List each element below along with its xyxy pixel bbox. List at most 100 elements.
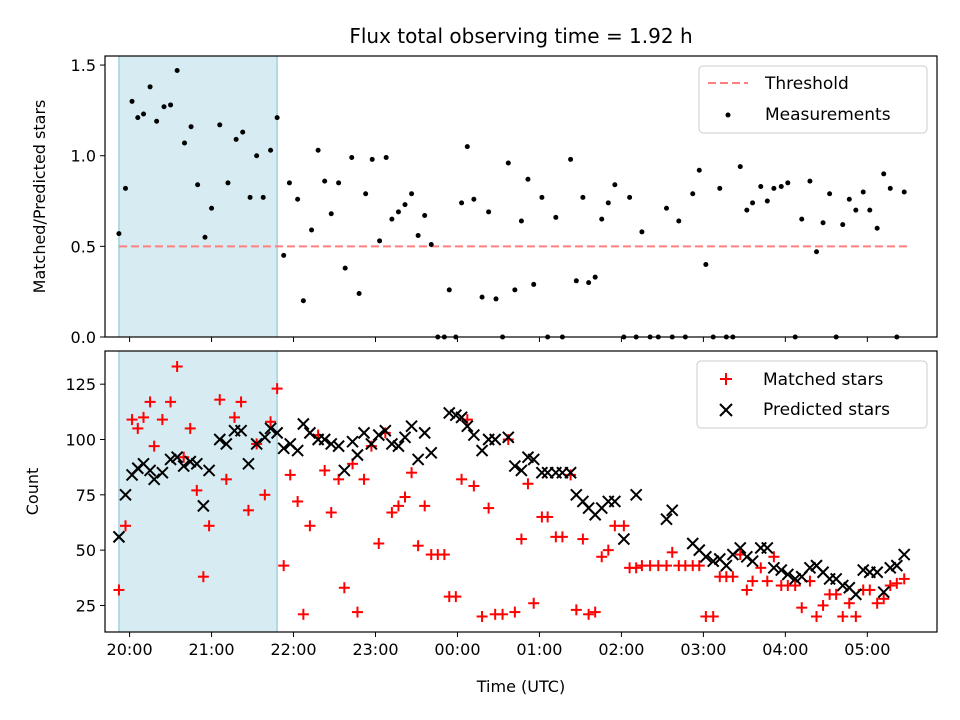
predicted-star-point	[849, 588, 863, 601]
predicted-star-point	[156, 466, 169, 479]
measurement-point	[639, 229, 645, 235]
measurement-point	[840, 222, 846, 228]
predicted-star-point	[411, 453, 425, 466]
measurement-point	[807, 178, 813, 184]
matched-star-point	[325, 507, 337, 519]
measurements-points	[116, 68, 907, 340]
measurement-point	[758, 184, 764, 190]
matched-star-point	[278, 560, 290, 572]
predicted-star-point	[372, 428, 385, 442]
measurement-point	[161, 104, 167, 110]
measurement-point	[309, 227, 315, 233]
matched-star-point	[406, 467, 418, 479]
matched-star-point	[483, 502, 495, 514]
count-points	[112, 360, 911, 623]
matched-star-point	[220, 473, 232, 485]
predicted-star-point	[325, 437, 338, 451]
measurement-point	[247, 194, 253, 200]
predicted-star-point	[467, 428, 481, 442]
measurement-point	[268, 147, 274, 153]
measurement-point	[356, 290, 362, 296]
bottom-highlight-span	[118, 350, 278, 633]
matched-star-point	[242, 504, 254, 516]
measurement-point	[553, 214, 559, 220]
measurement-point	[209, 205, 215, 211]
measurement-point	[771, 185, 777, 191]
predicted-star-point	[767, 561, 781, 575]
measurement-point	[409, 191, 415, 197]
measurement-point	[129, 98, 135, 104]
y-tick-label: 50	[76, 541, 96, 560]
measurement-point	[696, 167, 702, 173]
x-tick-label: 22:00	[270, 640, 316, 659]
matched-star-point	[392, 500, 404, 512]
predicted-star-point	[197, 499, 210, 513]
matched-star-point	[602, 544, 614, 556]
predicted-star-point	[164, 453, 177, 466]
measurement-point	[328, 211, 334, 217]
measurement-point	[349, 155, 355, 161]
measurement-point	[820, 220, 826, 226]
predicted-star-point	[699, 550, 713, 563]
predicted-star-point	[291, 444, 304, 457]
predicted-star-point	[202, 464, 216, 477]
measurement-point	[586, 280, 592, 286]
measurement-point	[814, 249, 820, 255]
top-panel: 0.0 0.5 1.0 1.5 Flux total observing time =…	[30, 24, 938, 347]
predicted-star-point	[242, 457, 255, 471]
measurement-point	[395, 209, 401, 215]
predicted-star-point	[877, 585, 890, 599]
measurement-point	[676, 218, 682, 224]
predicted-star-point	[443, 406, 456, 420]
x-tick-label: 23:00	[352, 640, 398, 659]
measurement-point	[512, 287, 518, 293]
predicted-star-point	[707, 554, 720, 568]
matched-star-point	[119, 520, 131, 532]
matched-star-point	[304, 520, 316, 532]
predicted-star-point	[564, 466, 577, 479]
matched-star-point	[618, 520, 630, 532]
measurement-point	[663, 205, 669, 211]
matched-star-point	[265, 416, 277, 428]
measurement-point	[295, 196, 301, 202]
matched-star-point	[755, 562, 767, 574]
matched-star-point	[660, 560, 672, 572]
y-tick-label: 1.5	[71, 56, 96, 75]
predicted-star-point	[357, 426, 371, 440]
predicted-star-point	[761, 541, 774, 555]
y-tick-label: 25	[76, 596, 96, 615]
predicted-star-point	[170, 450, 184, 464]
measurement-point	[531, 281, 537, 287]
measurement-point	[402, 202, 408, 208]
predicted-star-point	[220, 437, 233, 451]
matched-star-point	[338, 582, 350, 594]
measurement-point	[717, 185, 723, 191]
matched-star-point	[542, 511, 554, 523]
matched-star-point	[727, 571, 739, 583]
predicted-star-point	[746, 554, 759, 568]
measurement-point	[518, 218, 524, 224]
legend-predicted-label: Predicted stars	[763, 400, 890, 420]
predicted-star-point	[629, 488, 643, 502]
measurement-point	[799, 216, 805, 222]
predicted-star-point	[836, 579, 849, 592]
predicted-star-point	[385, 437, 399, 451]
bottom-x-ticks: 20:00 21:00 22:00 23:00 00:00 01:00 02:00 03:00…	[107, 632, 890, 659]
matched-star-point	[456, 473, 468, 485]
measurement-point	[867, 207, 873, 213]
matched-star-point	[693, 560, 705, 572]
y-tick-label: 1.0	[71, 147, 96, 166]
x-tick-label: 03:00	[680, 640, 726, 659]
matched-star-point	[789, 580, 801, 592]
matched-star-point	[476, 611, 488, 623]
predicted-star-point	[898, 548, 911, 561]
measurement-point	[627, 194, 633, 200]
matched-star-point	[871, 597, 883, 609]
predicted-star-point	[213, 433, 226, 446]
measurement-point	[254, 153, 260, 159]
predicted-star-point	[318, 433, 331, 446]
predicted-star-point	[303, 426, 317, 440]
measurement-point	[568, 156, 574, 162]
measurement-point	[154, 118, 160, 124]
measurement-point	[505, 160, 511, 166]
